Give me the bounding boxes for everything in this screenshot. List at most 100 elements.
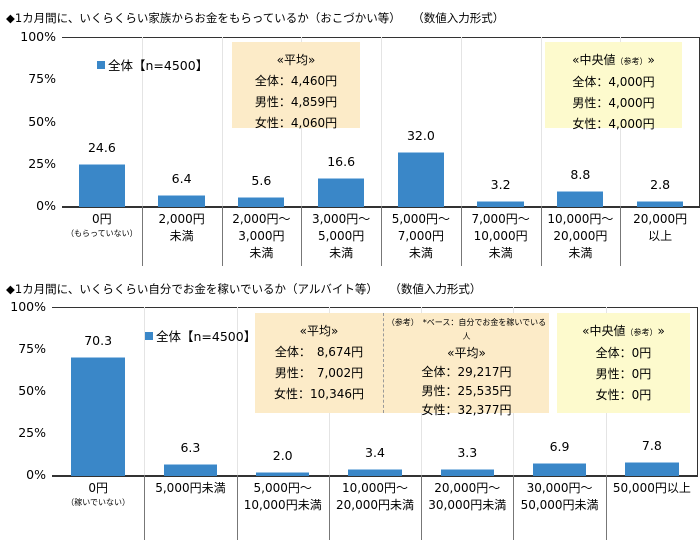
category-label-line: 未満: [169, 229, 194, 243]
category-label: 5,000円～ 7,000円 未満: [381, 211, 461, 262]
legend-label: 全体【n=4500】: [156, 329, 257, 344]
category-label-line: （もらっていない）: [66, 229, 138, 238]
chart-title: ◆1カ月間に、いくらくらい自分でお金を稼いでいるか（アルバイト等） （数値入力形…: [6, 282, 482, 296]
annotation-line: 女性：4,060円: [254, 116, 338, 130]
gridline: [141, 37, 143, 206]
category-label-line: 2,000円～: [232, 212, 291, 226]
category-label-line: 50,000円以上: [612, 481, 691, 495]
annotation-line: 男性：4,859円: [254, 95, 338, 109]
category-separator: [620, 206, 622, 266]
annotation-close: »: [657, 324, 665, 338]
category-separator: [605, 475, 607, 540]
category-label-line: 未満: [329, 246, 354, 260]
bar: [71, 356, 125, 476]
y-tick-label: 75%: [28, 71, 56, 87]
category-label-line: 7,000円～: [471, 212, 530, 226]
data-label: 8.8: [570, 167, 591, 183]
annotation-note: （参考）: [625, 328, 658, 337]
annotation-title-text: «平均»: [299, 324, 339, 338]
category-label-line: 0円: [88, 481, 108, 495]
category-label-line: 5,000円～: [391, 212, 451, 226]
annotation-note: （参考）: [615, 57, 648, 66]
annotation-close: »: [647, 53, 655, 67]
category-label: 30,000円～ 50,000円未満: [513, 480, 605, 514]
category-label: 0円 （もらっていない）: [62, 211, 142, 240]
category-label-line: 5,000円未満: [155, 481, 226, 495]
category-separator: [540, 206, 542, 266]
category-label-line: 未満: [408, 246, 433, 260]
data-label: 3.4: [365, 445, 385, 461]
category-label-line: 30,000円～: [526, 481, 593, 495]
y-tick-label: 75%: [18, 341, 46, 356]
category-separator: [221, 206, 223, 266]
y-tick-label: 25%: [28, 155, 56, 171]
y-tick-label: 50%: [18, 383, 46, 398]
category-label-line: 30,000円未満: [428, 498, 507, 512]
data-label: 24.6: [87, 140, 116, 156]
category-label: 5,000円～ 10,000円未満: [237, 480, 329, 514]
category-label-line: 3,000円: [238, 229, 285, 243]
category-label: 50,000円以上: [606, 480, 698, 497]
gridline: [540, 37, 542, 206]
category-label: 3,000円～ 5,000円 未満: [301, 211, 381, 262]
y-tick-label: 0%: [26, 467, 46, 482]
category-label-line: 10,000円未満: [243, 498, 322, 512]
annotation-title: «平均»: [384, 344, 549, 363]
legend-swatch: [97, 60, 105, 69]
data-label: 6.3: [180, 440, 201, 456]
data-label: 2.8: [650, 177, 671, 193]
y-tick-label: 25%: [18, 425, 46, 440]
annotation-note: （参考） *ベース：自分でお金を稼いでいる人: [386, 318, 547, 341]
category-separator: [421, 475, 423, 540]
category-separator: [141, 206, 143, 266]
category-label-line: 10,000円～: [547, 212, 614, 226]
bar: [636, 201, 684, 207]
bar: [348, 469, 402, 476]
data-label: 3.3: [457, 445, 478, 461]
category-label-line: 50,000円未満: [520, 498, 599, 512]
annotation-title: «中央値（参考）»: [557, 321, 690, 343]
category-label-line: 以上: [648, 229, 673, 243]
category-label-line: （稼いでいない）: [66, 498, 131, 507]
bar: [532, 463, 587, 476]
annotation-title-text: «中央値: [572, 53, 616, 67]
gridline: [221, 37, 223, 206]
annotation-median: «中央値（参考）» 全体：4,000円 男性：4,000円 女性：4,000円: [545, 42, 682, 131]
category-label: 20,000円 以上: [620, 211, 700, 245]
data-label: 6.4: [171, 171, 192, 187]
annotation-line: 男性：4,000円: [572, 96, 655, 110]
annotation-line: 男性： 7,002円: [274, 366, 364, 380]
category-separator: [301, 206, 303, 266]
annotation-line: 全体：0円: [595, 346, 652, 360]
annotation-line: 女性：10,346円: [274, 387, 364, 401]
category-separator: [513, 475, 515, 540]
category-label-line: 10,000円: [473, 229, 528, 243]
category-label-line: 0円: [92, 212, 112, 226]
category-label-line: 未満: [568, 246, 593, 260]
category-label: 10,000円～ 20,000円未満: [329, 480, 421, 514]
annotation-line: 全体： 8,674円: [274, 345, 364, 359]
bar: [625, 461, 679, 476]
category-separator: [144, 475, 146, 540]
annotation-line: 男性：0円: [595, 367, 652, 381]
legend: 全体【n=4500】: [97, 55, 208, 74]
gridline: [381, 37, 382, 206]
gridline: [144, 307, 146, 475]
annotation-line: 女性：32,377円: [421, 403, 512, 417]
data-label: 32.0: [406, 127, 435, 143]
category-separator: [236, 475, 238, 540]
annotation-line: 女性：4,000円: [572, 117, 655, 131]
bar: [557, 191, 604, 207]
annotation-average: «平均» 全体： 8,674円 男性： 7,002円 女性：10,346円: [255, 313, 383, 413]
annotation-line: 女性：0円: [595, 388, 652, 402]
category-label-line: 7,000円: [397, 229, 445, 243]
annotation-title: «中央値（参考）»: [545, 50, 682, 72]
category-label: 0円 （稼いでいない）: [52, 480, 144, 509]
category-label-line: 未満: [249, 246, 274, 260]
category-label-line: 未満: [488, 246, 513, 260]
y-tick-label: 50%: [28, 113, 56, 129]
data-label: 5.6: [251, 172, 272, 188]
bar: [158, 195, 205, 207]
category-label-line: 5,000円: [317, 229, 365, 243]
y-tick-label: 100%: [10, 299, 46, 314]
